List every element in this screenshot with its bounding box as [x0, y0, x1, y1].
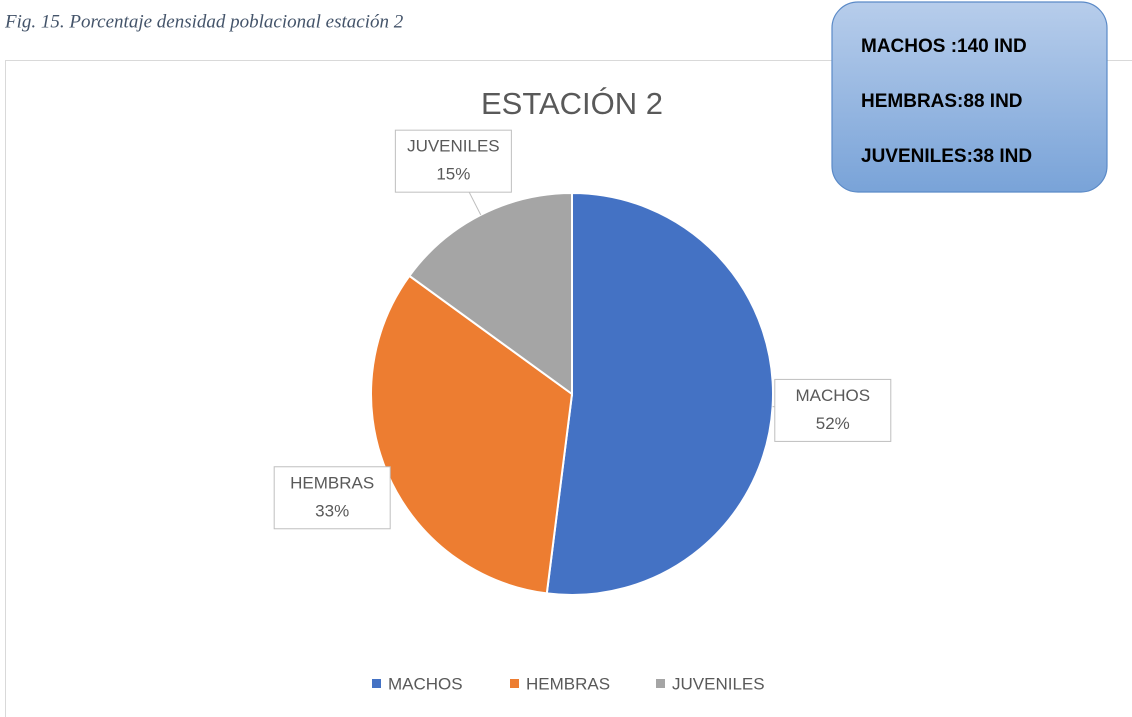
pie	[370, 191, 774, 596]
legend: MACHOS HEMBRAS JUVENILES	[372, 674, 765, 693]
legend-label: MACHOS	[388, 674, 463, 693]
legend-swatch	[656, 679, 665, 688]
data-labels: MACHOS 52% HEMBRAS 33% JUVENILES 15%	[273, 129, 892, 530]
label-category: JUVENILES	[407, 137, 500, 156]
figure-caption: Fig. 15. Porcentaje densidad poblacional…	[4, 11, 404, 32]
annotation-box	[831, 1, 1108, 193]
label-value: 33%	[315, 501, 349, 520]
legend-swatch	[372, 679, 381, 688]
legend-swatch	[510, 679, 519, 688]
annotation-line: JUVENILES:38 IND	[861, 146, 1032, 167]
label-value: 15%	[436, 165, 470, 184]
chart-title: ESTACIÓN 2	[481, 86, 663, 121]
annotation: MACHOS :140 IND HEMBRAS:88 IND JUVENILES:3…	[861, 36, 1032, 167]
label-value: 52%	[816, 414, 850, 433]
annotation-line: MACHOS :140 IND	[861, 36, 1027, 57]
label-category: MACHOS	[795, 386, 870, 405]
legend-label: HEMBRAS	[526, 674, 610, 693]
label-category: HEMBRAS	[290, 473, 374, 492]
annotation-line: HEMBRAS:88 IND	[861, 91, 1023, 112]
pie-slice	[407, 191, 573, 396]
legend-label: JUVENILES	[672, 674, 765, 693]
label-box	[774, 378, 892, 442]
label-box	[273, 466, 391, 530]
label-box	[394, 129, 512, 193]
